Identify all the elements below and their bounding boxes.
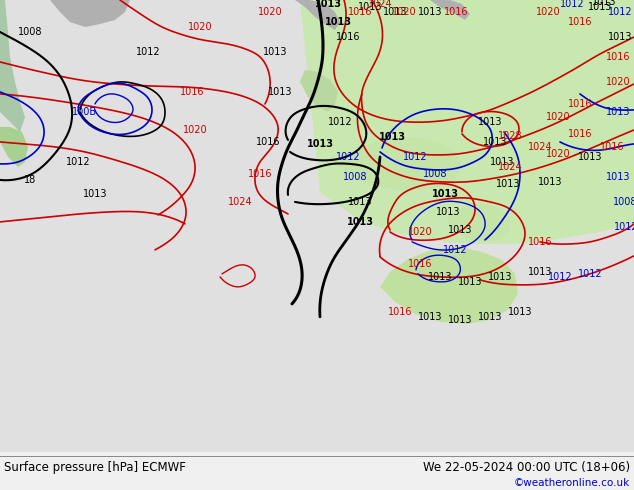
Polygon shape <box>300 0 634 244</box>
Text: 1012: 1012 <box>335 152 360 162</box>
Text: 1024: 1024 <box>368 0 392 9</box>
Text: 1013: 1013 <box>432 189 458 199</box>
Text: 1013: 1013 <box>325 17 351 27</box>
Text: 1013: 1013 <box>458 277 482 287</box>
Text: 1016: 1016 <box>336 32 360 42</box>
Text: 1020: 1020 <box>188 22 212 32</box>
Polygon shape <box>0 127 28 167</box>
Text: 1016: 1016 <box>568 129 592 139</box>
Text: 1013: 1013 <box>448 315 472 325</box>
Text: 1013: 1013 <box>418 312 443 322</box>
Text: 1008: 1008 <box>343 172 367 182</box>
Text: 1013: 1013 <box>527 267 552 277</box>
Text: 1024: 1024 <box>527 142 552 152</box>
Text: 1020: 1020 <box>546 112 571 122</box>
Text: 1013: 1013 <box>448 225 472 235</box>
Polygon shape <box>430 0 470 20</box>
Text: 1013: 1013 <box>262 47 287 57</box>
Text: 1013: 1013 <box>578 152 602 162</box>
Text: 1008: 1008 <box>18 27 42 37</box>
Text: 1013: 1013 <box>83 189 107 199</box>
Text: 1013: 1013 <box>482 137 507 147</box>
Text: 1016: 1016 <box>248 169 272 179</box>
Polygon shape <box>295 0 340 30</box>
Text: 1013: 1013 <box>268 87 292 97</box>
Text: 1012: 1012 <box>548 272 573 282</box>
Text: 1012: 1012 <box>578 269 602 279</box>
Text: 1012: 1012 <box>66 157 90 167</box>
Text: 1012: 1012 <box>614 222 634 232</box>
Polygon shape <box>380 0 634 57</box>
Text: 1013: 1013 <box>605 172 630 182</box>
Text: 1013: 1013 <box>489 157 514 167</box>
Text: 1013: 1013 <box>378 132 406 142</box>
Text: 1013: 1013 <box>383 7 407 17</box>
Text: 1024: 1024 <box>228 197 252 207</box>
Text: 1016: 1016 <box>605 52 630 62</box>
Text: 100B: 100B <box>72 107 98 117</box>
Text: 1013: 1013 <box>592 0 616 7</box>
Text: 1024: 1024 <box>498 162 522 172</box>
Text: 18: 18 <box>24 175 36 185</box>
Text: 1013: 1013 <box>588 2 612 12</box>
Polygon shape <box>50 0 130 27</box>
Text: 1016: 1016 <box>444 7 469 17</box>
Text: 1020: 1020 <box>536 7 560 17</box>
Text: Surface pressure [hPa] ECMWF: Surface pressure [hPa] ECMWF <box>4 462 186 474</box>
Text: 1020: 1020 <box>408 227 432 237</box>
Text: 1013: 1013 <box>488 272 512 282</box>
Text: 1016: 1016 <box>348 7 372 17</box>
Polygon shape <box>0 0 25 132</box>
Text: ©weatheronline.co.uk: ©weatheronline.co.uk <box>514 478 630 488</box>
Text: 1013: 1013 <box>347 217 373 227</box>
Text: 1013: 1013 <box>538 177 562 187</box>
Text: 1016: 1016 <box>568 99 592 109</box>
Text: 1012: 1012 <box>328 117 353 127</box>
Text: 1016: 1016 <box>527 237 552 247</box>
Text: 1008: 1008 <box>612 197 634 207</box>
Text: 1012: 1012 <box>403 152 427 162</box>
Polygon shape <box>448 204 510 242</box>
Text: 1013: 1013 <box>478 117 502 127</box>
Text: 1013: 1013 <box>428 272 452 282</box>
Polygon shape <box>335 137 462 190</box>
Text: 1016: 1016 <box>180 87 204 97</box>
Text: 1008: 1008 <box>423 169 447 179</box>
Polygon shape <box>310 0 634 172</box>
Text: 1013: 1013 <box>496 179 521 189</box>
Text: 1012: 1012 <box>560 0 585 9</box>
Text: 1020: 1020 <box>546 149 571 159</box>
Text: 1016: 1016 <box>256 137 280 147</box>
Text: 1013: 1013 <box>436 207 460 217</box>
Text: 1013: 1013 <box>358 2 382 12</box>
Text: 1013: 1013 <box>418 7 443 17</box>
Text: 1012: 1012 <box>136 47 160 57</box>
Text: 1020: 1020 <box>605 77 630 87</box>
Polygon shape <box>300 70 338 112</box>
Text: 1013: 1013 <box>478 312 502 322</box>
Text: 1020: 1020 <box>183 125 207 135</box>
Text: 1020: 1020 <box>257 7 282 17</box>
Text: 1013: 1013 <box>508 307 533 317</box>
Text: 1013: 1013 <box>608 32 632 42</box>
Polygon shape <box>340 0 634 167</box>
Polygon shape <box>380 247 518 324</box>
Text: 1020: 1020 <box>392 7 417 17</box>
Text: 1013: 1013 <box>306 139 333 149</box>
Text: 1016: 1016 <box>408 259 432 269</box>
Text: 1013: 1013 <box>314 0 342 9</box>
Text: 1012: 1012 <box>607 7 632 17</box>
Text: 1016: 1016 <box>388 307 412 317</box>
Text: 1013: 1013 <box>605 107 630 117</box>
Text: 1013: 1013 <box>348 197 372 207</box>
Text: 1028: 1028 <box>498 131 522 141</box>
Text: We 22-05-2024 00:00 UTC (18+06): We 22-05-2024 00:00 UTC (18+06) <box>423 462 630 474</box>
Text: 1016: 1016 <box>600 142 624 152</box>
Text: 1012: 1012 <box>443 245 467 255</box>
Text: 1016: 1016 <box>568 17 592 27</box>
